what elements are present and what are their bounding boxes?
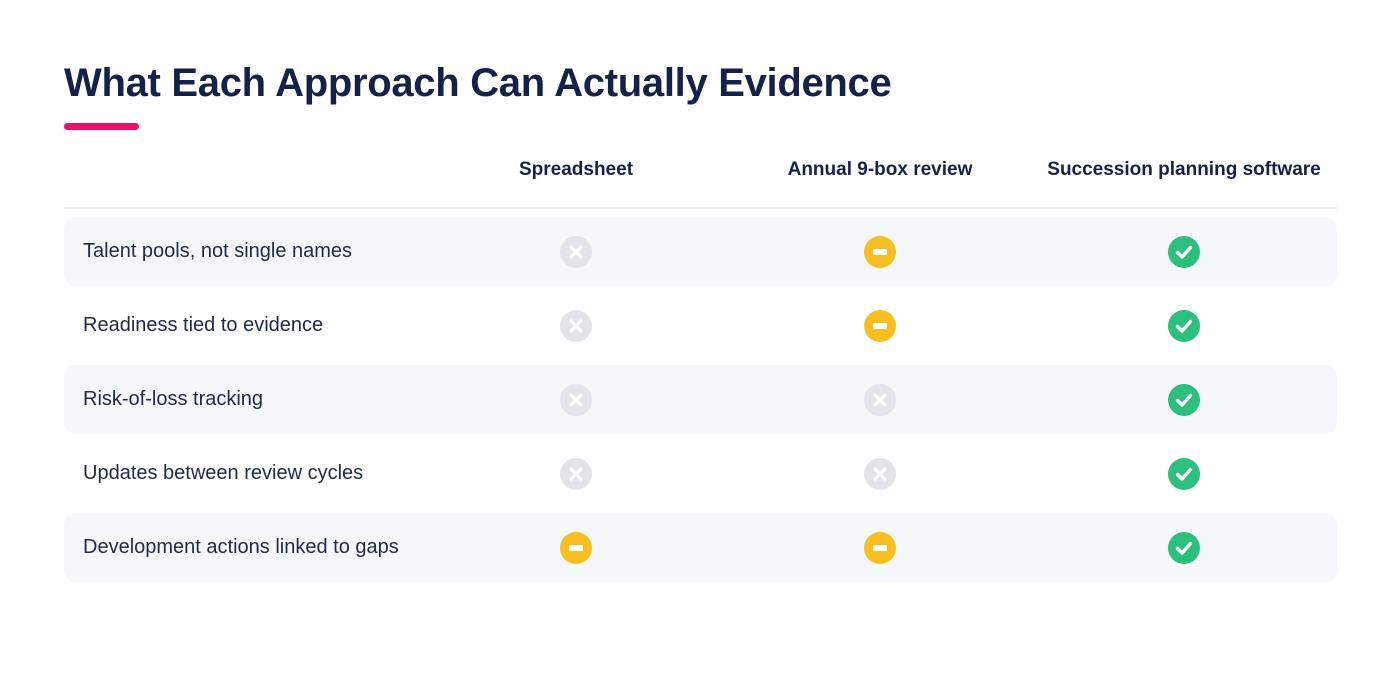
page-title: What Each Approach Can Actually Evidence bbox=[64, 61, 892, 105]
status-cell bbox=[728, 439, 1032, 508]
column-header-spreadsheet: Spreadsheet bbox=[518, 159, 634, 180]
status-cell bbox=[424, 439, 728, 508]
check-circle-icon bbox=[1168, 531, 1200, 564]
minus-circle-icon bbox=[864, 309, 896, 342]
comparison-header: Spreadsheet Annual 9-box review Successi… bbox=[64, 148, 1337, 192]
row-label: Risk-of-loss tracking bbox=[83, 388, 264, 410]
status-cell bbox=[424, 365, 728, 434]
status-cell bbox=[1032, 217, 1336, 286]
x-circle-icon bbox=[560, 309, 592, 342]
check-circle-icon bbox=[1168, 457, 1200, 490]
table-row: Updates between review cycles bbox=[64, 439, 1337, 508]
status-cell bbox=[424, 217, 728, 286]
header-divider bbox=[64, 207, 1337, 209]
status-cell bbox=[728, 365, 1032, 434]
status-cell bbox=[728, 513, 1032, 582]
table-row: Talent pools, not single names bbox=[64, 217, 1337, 286]
check-circle-icon bbox=[1168, 235, 1200, 268]
title-accent-bar bbox=[64, 123, 139, 130]
status-cell bbox=[424, 513, 728, 582]
minus-circle-icon bbox=[864, 531, 896, 564]
row-label: Development actions linked to gaps bbox=[83, 536, 399, 558]
x-circle-icon bbox=[560, 383, 592, 416]
comparison-table: Talent pools, not single names Readiness… bbox=[64, 217, 1337, 587]
x-circle-icon bbox=[560, 235, 592, 268]
status-cell bbox=[424, 291, 728, 360]
table-row: Readiness tied to evidence bbox=[64, 291, 1337, 360]
status-cell bbox=[728, 217, 1032, 286]
table-row: Risk-of-loss tracking bbox=[64, 365, 1337, 434]
x-circle-icon bbox=[864, 383, 896, 416]
check-circle-icon bbox=[1168, 383, 1200, 416]
status-cell bbox=[1032, 291, 1336, 360]
row-label: Updates between review cycles bbox=[83, 462, 364, 484]
status-cell bbox=[1032, 439, 1336, 508]
status-cell bbox=[1032, 513, 1336, 582]
minus-circle-icon bbox=[864, 235, 896, 268]
status-cell bbox=[1032, 365, 1336, 434]
check-circle-icon bbox=[1168, 309, 1200, 342]
row-label: Talent pools, not single names bbox=[83, 240, 353, 262]
x-circle-icon bbox=[864, 457, 896, 490]
column-header-succession-planning-software: Succession planning software bbox=[1047, 159, 1321, 180]
status-cell bbox=[728, 291, 1032, 360]
row-label: Readiness tied to evidence bbox=[83, 314, 324, 336]
x-circle-icon bbox=[560, 457, 592, 490]
table-row: Development actions linked to gaps bbox=[64, 513, 1337, 582]
column-header-annual-9-box-review: Annual 9-box review bbox=[787, 159, 973, 180]
minus-circle-icon bbox=[560, 531, 592, 564]
